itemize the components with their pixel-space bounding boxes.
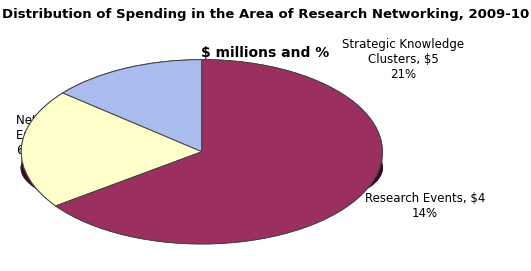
Ellipse shape [21,117,382,219]
Wedge shape [63,60,202,152]
Wedge shape [63,60,202,152]
Polygon shape [56,148,382,219]
Text: Distribution of Spending in the Area of Research Networking, 2009-10: Distribution of Spending in the Area of … [2,8,529,21]
Polygon shape [21,147,56,198]
Polygon shape [56,148,382,219]
Polygon shape [21,147,56,198]
Text: Research Events, $4
14%: Research Events, $4 14% [365,192,485,220]
Text: $ millions and %: $ millions and % [201,46,330,60]
Wedge shape [21,93,202,206]
Ellipse shape [21,117,382,219]
Text: Network of Centres of
Excellence, $17
65%: Network of Centres of Excellence, $17 65… [16,114,145,157]
Wedge shape [56,60,382,244]
Wedge shape [56,60,382,244]
Text: Strategic Knowledge
Clusters, $5
21%: Strategic Knowledge Clusters, $5 21% [342,38,465,81]
Wedge shape [21,93,202,206]
